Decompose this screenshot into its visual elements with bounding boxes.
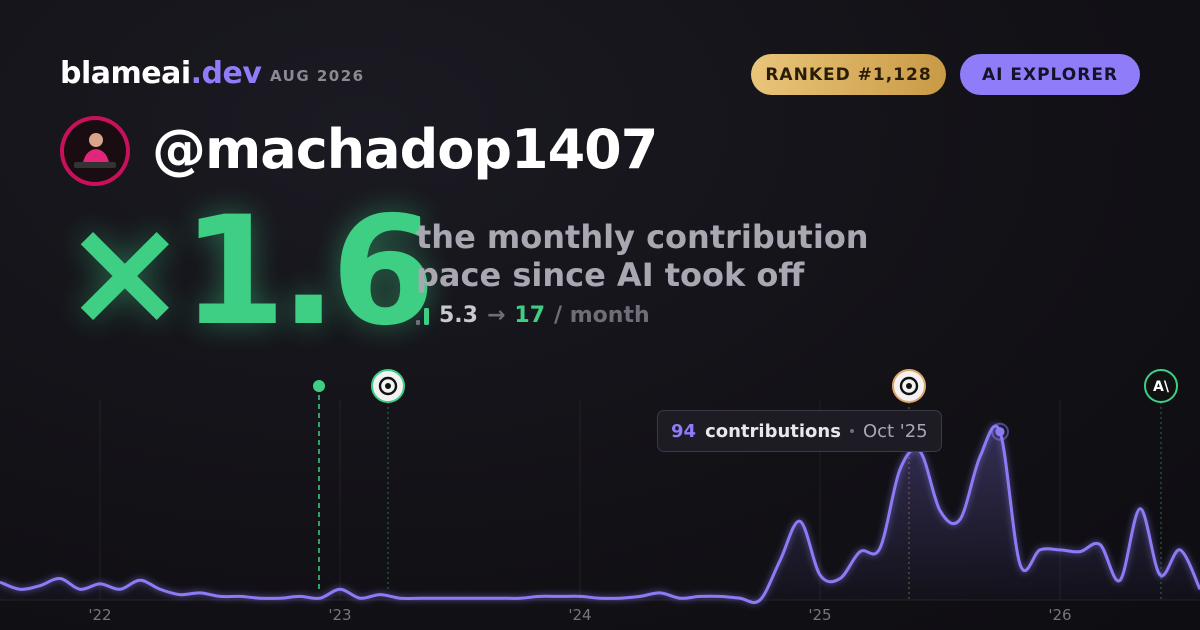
pace: 5.3 → 17 / month: [416, 303, 650, 328]
pace-before: 5.3: [439, 303, 478, 328]
highlight-point: [995, 427, 1005, 437]
anthropic-logo: A\: [1144, 369, 1178, 403]
multiplier: ×1.6: [62, 185, 435, 359]
openai-logo: [371, 369, 405, 403]
chart: A\ '22 '23 '24 '25 '26: [0, 369, 1200, 624]
tooltip-separator: [849, 429, 854, 433]
pace-icon: [416, 307, 429, 325]
plot: [0, 422, 1200, 606]
openai-logo: [892, 369, 926, 403]
handle: @machadop1407: [152, 118, 658, 181]
headline: the monthly contribution: [416, 218, 869, 256]
rank-badge: RANKED #1,128: [751, 54, 946, 95]
tooltip-value: 94: [671, 420, 697, 442]
pace-unit: / month: [554, 303, 650, 328]
highlight-ring: [991, 422, 1009, 441]
brand-suffix: .dev: [190, 56, 262, 91]
x-tick-label: '25: [808, 606, 831, 624]
anthropic-logo-text: A\: [1153, 379, 1170, 395]
tooltip-date: Oct '25: [862, 420, 928, 442]
x-tick-label: '22: [88, 606, 111, 624]
x-tick-label: '24: [568, 606, 591, 624]
avatar: [60, 116, 130, 186]
event-dot: [313, 380, 325, 392]
x-tick-label: '23: [328, 606, 351, 624]
brand-name: blameai: [60, 56, 191, 91]
period: AUG 2026: [270, 67, 365, 85]
tooltip-label: contributions: [705, 420, 841, 442]
brand: blameai.dev: [60, 56, 262, 91]
line: [0, 424, 1200, 604]
tier-badge: AI EXPLORER: [960, 54, 1140, 95]
headline: pace since AI took off: [416, 256, 805, 294]
tooltip: 94 contributions Oct '25: [657, 410, 942, 452]
area: [0, 425, 1200, 603]
pace-after: 17: [514, 303, 546, 328]
pace-arrow: →: [486, 303, 506, 328]
x-tick-label: '26: [1048, 606, 1071, 624]
